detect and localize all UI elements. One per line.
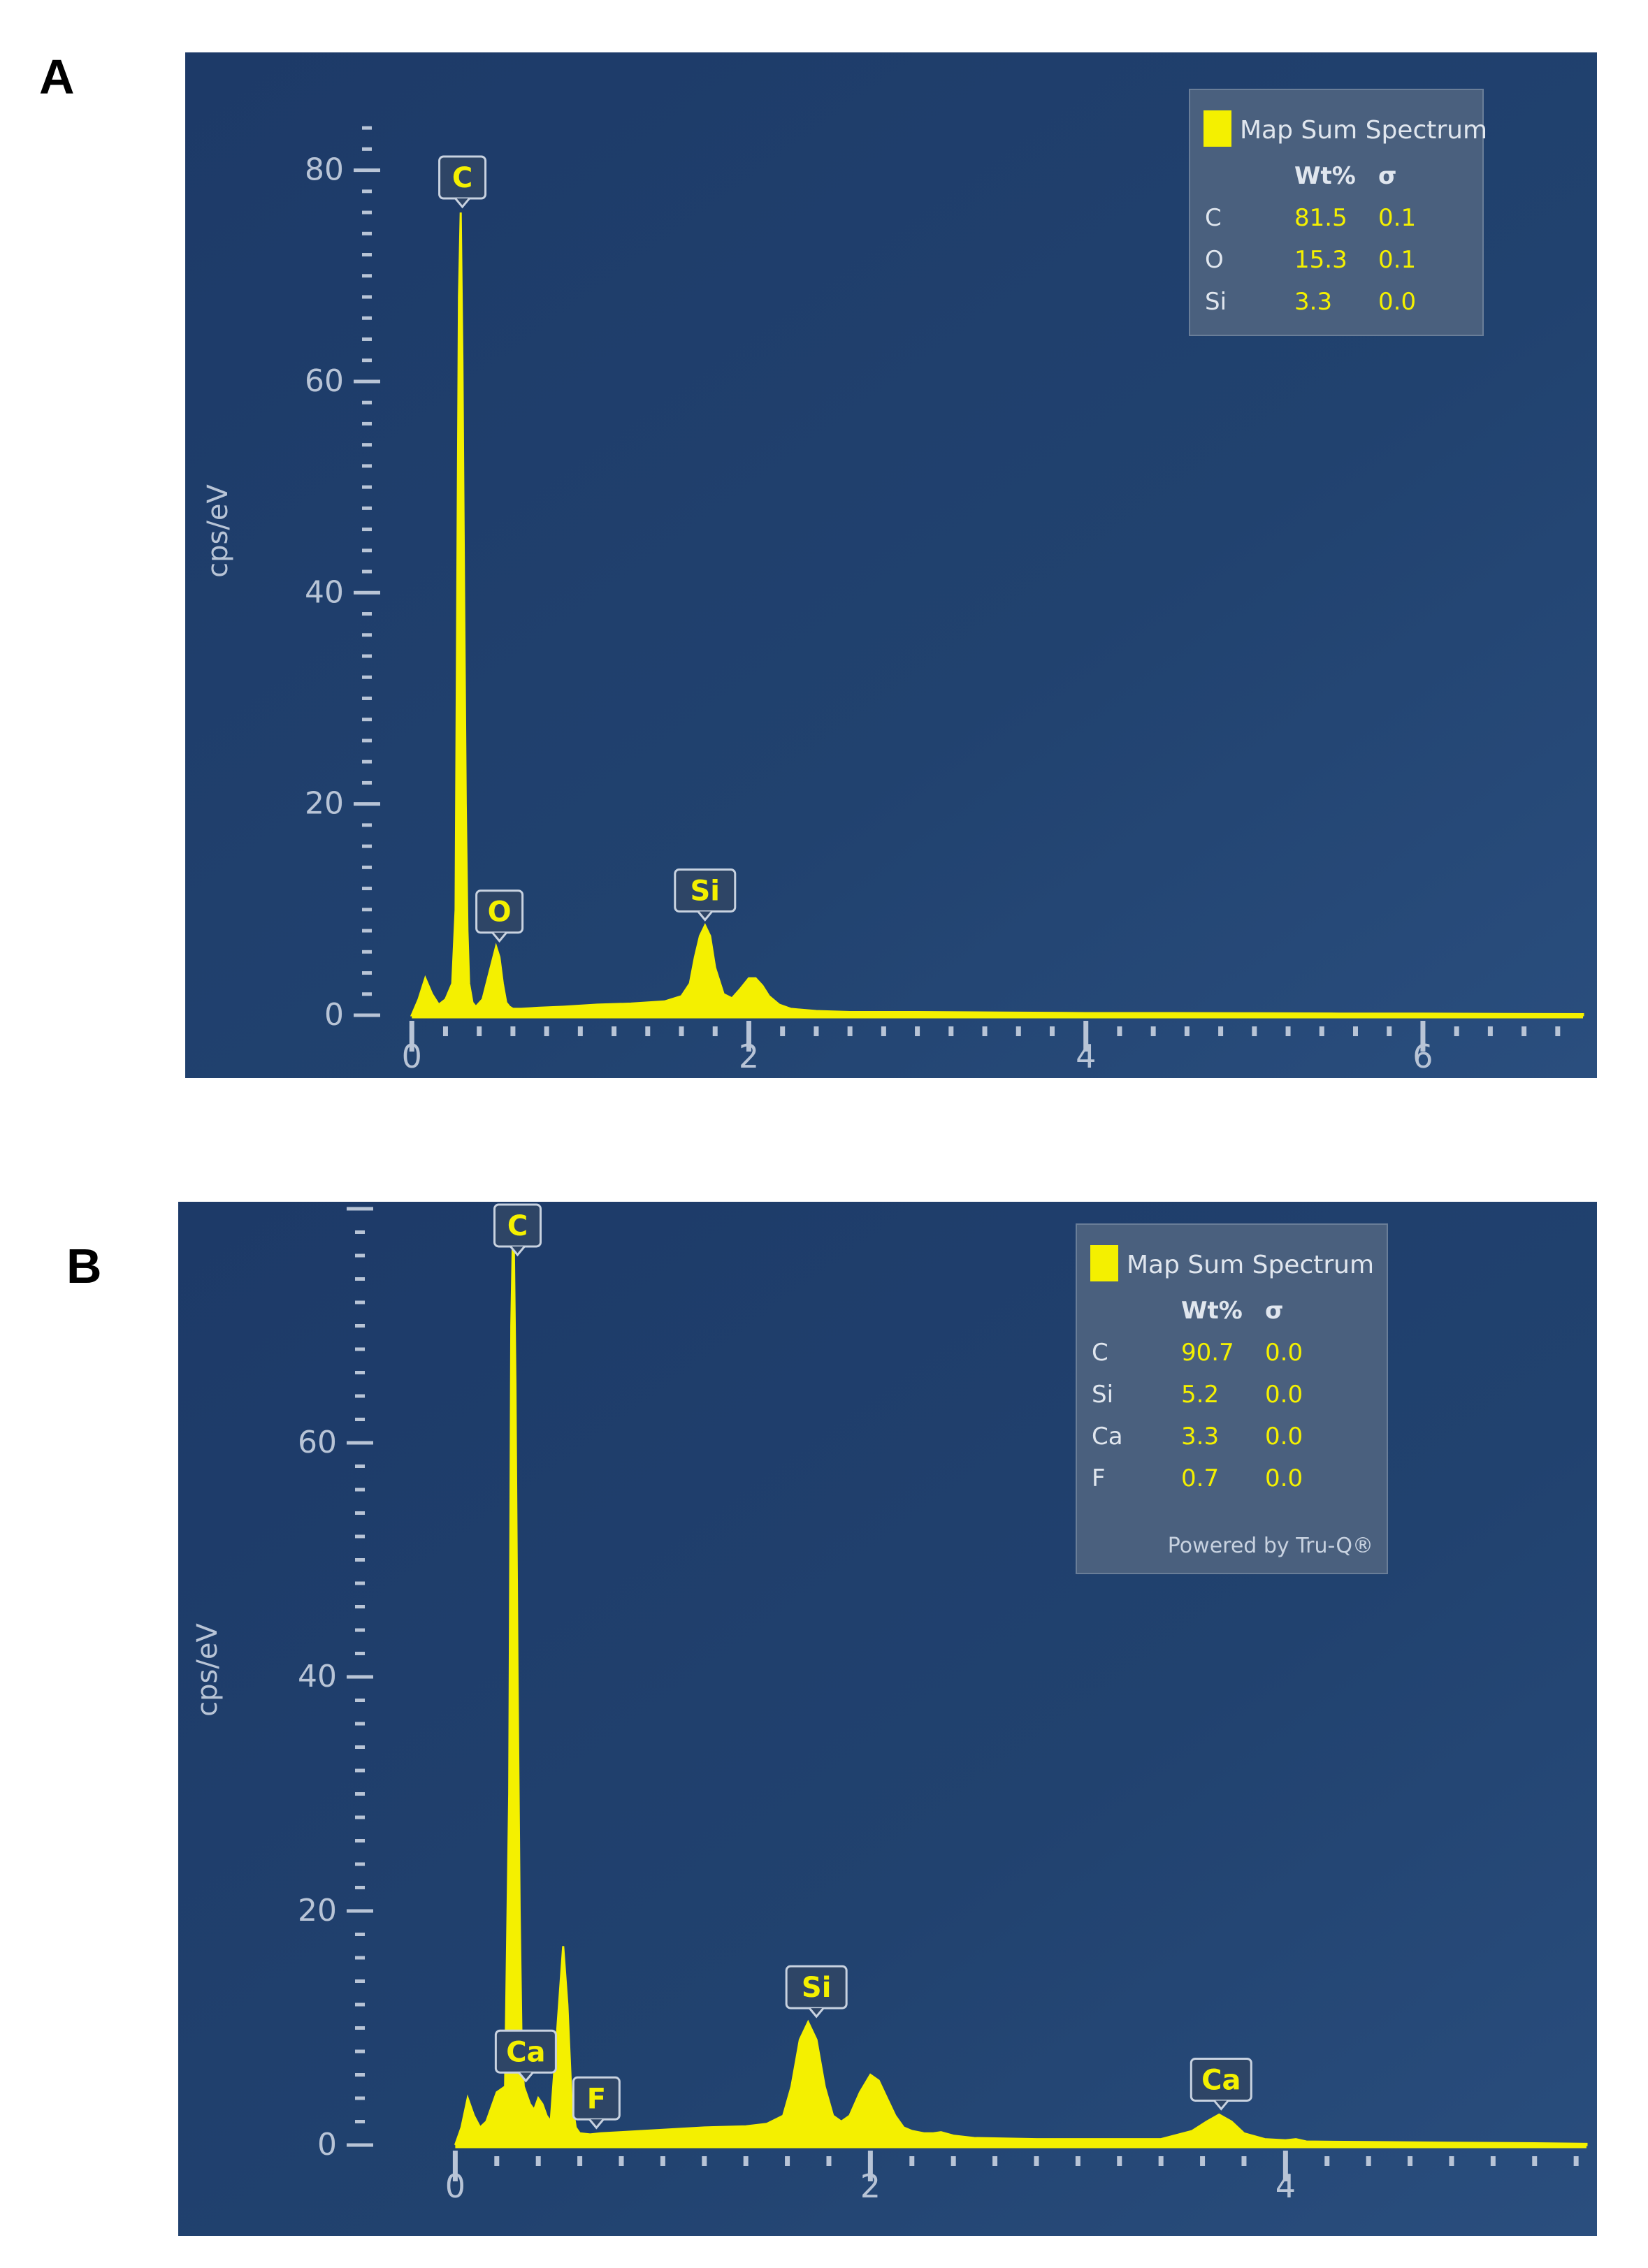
legend-row-sigma: 0.0 (1265, 1423, 1303, 1451)
legend-row-element: O (1205, 246, 1224, 274)
legend-col-wt: Wt% (1294, 162, 1356, 190)
legend-col-wt: Wt% (1181, 1297, 1243, 1325)
y-axis: 0 20 40 60 (298, 1207, 373, 2162)
peak-label-si: Si (674, 868, 737, 922)
peak-label-text: O (488, 896, 512, 929)
x-tick-label: 0 (402, 1038, 422, 1075)
peak-label-o: O (475, 889, 524, 943)
legend-swatch (1204, 110, 1231, 147)
x-tick-label: 2 (860, 2167, 881, 2205)
y-axis-label: cps/eV (191, 1623, 224, 1717)
legend-row-wt: 15.3 (1294, 246, 1347, 274)
legend: Map Sum Spectrum Wt% σ C 81.5 0.1 O 15.3 0.1 Si 3.… (1189, 89, 1487, 336)
legend-row-wt: 90.7 (1181, 1339, 1234, 1367)
x-tick-label: 0 (445, 2167, 465, 2205)
y-tick-label: 20 (298, 1893, 337, 1928)
y-tick-label: 40 (305, 574, 344, 610)
legend-box (1076, 1223, 1388, 1574)
panel-label-a: A (39, 50, 75, 104)
legend-col-sigma: σ (1265, 1297, 1283, 1325)
peak-label-pointer (518, 2072, 534, 2083)
legend-row-wt: 5.2 (1181, 1381, 1219, 1409)
x-tick-label: 6 (1412, 1038, 1433, 1075)
legend-row-element: C (1092, 1339, 1108, 1367)
legend-series-name: Map Sum Spectrum (1240, 116, 1487, 145)
y-tick-label: 0 (317, 2127, 337, 2162)
y-tick-label: 80 (305, 152, 344, 188)
peak-label-ca: Ca (1190, 2057, 1252, 2111)
peak-label-text: F (587, 2083, 606, 2115)
peak-label-si: Si (785, 1965, 848, 2019)
peak-label-text: Si (691, 875, 721, 908)
y-tick-label: 0 (324, 997, 344, 1033)
y-tick-label: 20 (305, 786, 344, 822)
legend-row-wt: 0.7 (1181, 1464, 1219, 1492)
panel-label-b: B (66, 1239, 102, 1293)
legend-row-sigma: 0.1 (1378, 204, 1416, 232)
y-axis-label: cps/eV (202, 484, 234, 578)
peak-label-pointer (454, 198, 470, 209)
legend-row-element: F (1092, 1464, 1106, 1492)
peak-label-ca: Ca (494, 2029, 557, 2083)
legend-row-wt: 81.5 (1294, 204, 1347, 232)
legend-row-wt: 3.3 (1294, 288, 1332, 316)
legend-row-sigma: 0.0 (1378, 288, 1416, 316)
peak-label-text: Si (802, 1972, 832, 2004)
peak-label-pointer (588, 2118, 605, 2130)
legend-row-wt: 3.3 (1181, 1423, 1219, 1451)
legend-row-sigma: 0.0 (1265, 1381, 1303, 1409)
legend-row-element: Ca (1092, 1423, 1123, 1451)
y-tick-label: 60 (305, 363, 344, 399)
peak-label-text: C (452, 162, 472, 194)
peak-label-f: F (572, 2076, 621, 2130)
spectrum-area (410, 212, 1584, 1017)
peak-label-text: Ca (506, 2036, 545, 2068)
legend-box (1189, 89, 1484, 336)
spectrum-area (454, 1208, 1588, 2146)
x-tick-label: 2 (739, 1038, 759, 1075)
legend-row-sigma: 0.0 (1265, 1464, 1303, 1492)
peak-label-c: C (493, 1203, 542, 1257)
peak-label-pointer (1213, 2100, 1229, 2111)
y-axis: 0 20 40 60 80 (305, 126, 380, 1033)
y-tick-label: 60 (298, 1425, 337, 1460)
y-tick-label: 40 (298, 1659, 337, 1694)
legend: Map Sum Spectrum Wt% σ C 90.7 0.0 Si 5.2 0.0 Ca 3.… (1076, 1223, 1388, 1574)
x-axis: 0 2 4 6 (402, 1021, 1561, 1075)
legend-row-element: C (1205, 204, 1222, 232)
legend-row-element: Si (1092, 1381, 1113, 1409)
peak-label-text: Ca (1201, 2064, 1241, 2096)
peak-label-pointer (491, 931, 507, 943)
x-tick-label: 4 (1275, 2167, 1296, 2205)
legend-swatch (1090, 1245, 1118, 1281)
x-tick-label: 4 (1076, 1038, 1096, 1075)
legend-row-sigma: 0.1 (1378, 246, 1416, 274)
legend-series-name: Map Sum Spectrum (1127, 1251, 1374, 1279)
legend-row-element: Si (1205, 288, 1227, 316)
peak-label-pointer (697, 910, 713, 922)
x-axis: 0 2 4 (445, 2151, 1579, 2205)
peak-label-c: C (438, 155, 487, 209)
legend-col-sigma: σ (1378, 162, 1396, 190)
peak-label-text: C (507, 1210, 528, 1242)
legend-row-sigma: 0.0 (1265, 1339, 1303, 1367)
peak-label-pointer (809, 2007, 825, 2019)
peak-label-pointer (509, 1246, 526, 1257)
legend-footer: Powered by Tru-Q® (1168, 1534, 1373, 1558)
